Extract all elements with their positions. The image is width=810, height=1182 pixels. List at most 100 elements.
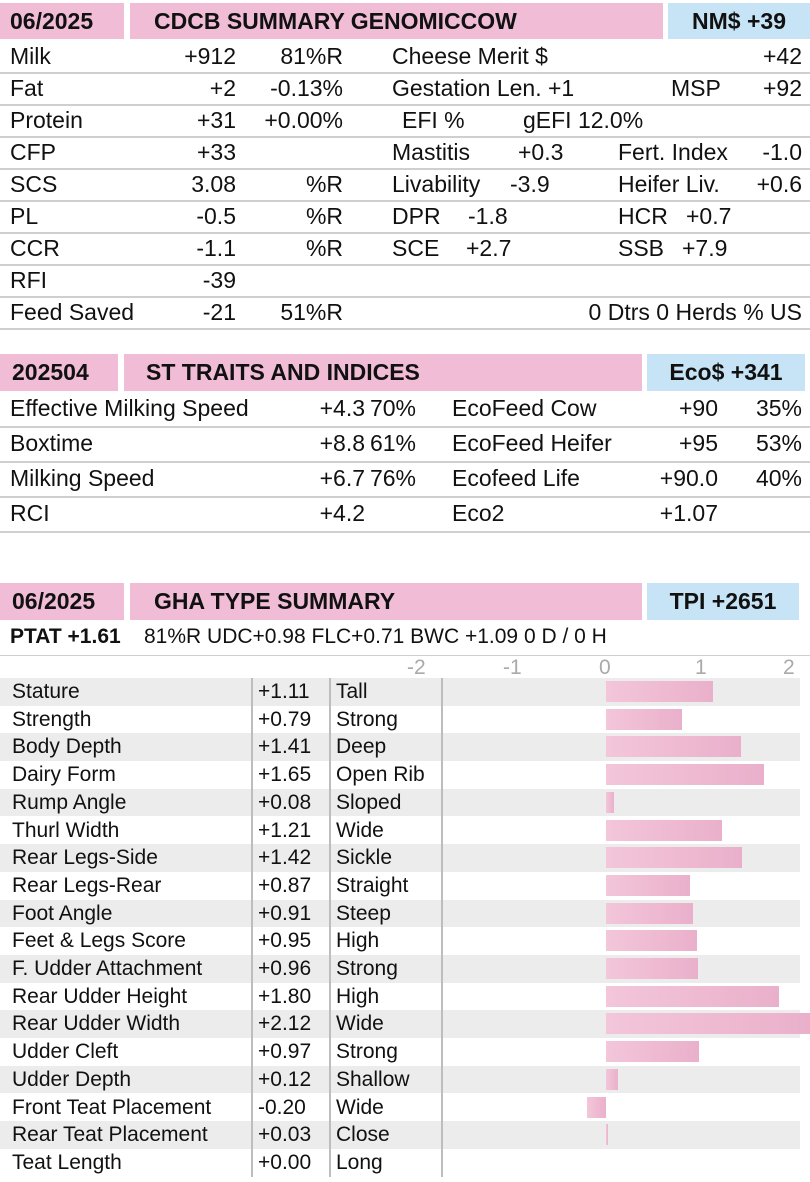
cheese-merit-value: +42 bbox=[762, 43, 802, 69]
trait-name: Rump Angle bbox=[12, 790, 127, 814]
s1-row-label: Feed Saved bbox=[10, 299, 135, 325]
s2-left-label: RCI bbox=[10, 500, 50, 526]
s2-left-value: +8.8 bbox=[319, 430, 365, 456]
section1-date-header: 06/2025 bbox=[0, 3, 124, 39]
s1-row-label: Milk bbox=[10, 43, 51, 69]
trait-descriptor: Steep bbox=[336, 901, 391, 925]
s1-row-value: +912 bbox=[184, 43, 236, 69]
hcr-value: +0.7 bbox=[686, 203, 732, 229]
gefi-value: gEFI 12.0% bbox=[523, 107, 644, 133]
msp-value: +92 bbox=[762, 75, 802, 101]
s1-row-value: -21 bbox=[202, 299, 236, 325]
s2-right-label: EcoFeed Cow bbox=[452, 395, 597, 421]
s2-left-label: Milking Speed bbox=[10, 465, 155, 491]
trait-bar bbox=[606, 736, 742, 758]
s1-row-label: SCS bbox=[10, 171, 58, 197]
fert-index-value: -1.0 bbox=[762, 139, 802, 165]
trait-row: Rear Legs-Side +1.42 Sickle bbox=[0, 844, 800, 872]
s1-row-extra: 51%R bbox=[280, 299, 343, 325]
column-divider bbox=[251, 678, 253, 1177]
trait-descriptor: Straight bbox=[336, 873, 409, 897]
s1-row-label: CCR bbox=[10, 235, 60, 261]
section2-date-header: 202504 bbox=[0, 354, 118, 391]
trait-name: Dairy Form bbox=[12, 763, 116, 787]
trait-value-label: +0.96 bbox=[258, 957, 312, 980]
trait-value-label: +1.41 bbox=[258, 735, 312, 759]
s2-left-extra: 61% bbox=[369, 430, 416, 456]
dpr-value: -1.8 bbox=[468, 203, 508, 229]
section3-divider bbox=[0, 655, 810, 656]
trait-row: Strength +0.79 Strong bbox=[0, 706, 800, 734]
trait-descriptor: Wide bbox=[336, 1012, 384, 1036]
s2-left-value: +4.3 bbox=[319, 395, 365, 421]
trait-descriptor: Long bbox=[336, 1150, 383, 1174]
trait-descriptor: Tall bbox=[336, 680, 368, 703]
trait-value-label: +0.03 bbox=[258, 1123, 312, 1147]
trait-value-label: +0.00 bbox=[258, 1150, 312, 1174]
trait-bar bbox=[606, 902, 694, 924]
section2-score-header: Eco$ +341 bbox=[647, 354, 805, 391]
section1-title-header: CDCB SUMMARY GENOMICCOW bbox=[130, 3, 663, 39]
s2-right-extra: 53% bbox=[755, 430, 802, 456]
heifer-liv-value: +0.6 bbox=[756, 171, 802, 197]
trait-descriptor: Close bbox=[336, 1123, 390, 1147]
s1-row-value: 3.08 bbox=[191, 171, 236, 197]
trait-name: Rear Legs-Side bbox=[12, 846, 158, 870]
trait-value-label: +1.42 bbox=[258, 846, 312, 870]
hcr-label: HCR bbox=[618, 203, 668, 229]
trait-bar bbox=[606, 985, 779, 1007]
trait-row: Teat Length +0.00 Long bbox=[0, 1149, 800, 1177]
trait-name: F. Udder Attachment bbox=[12, 957, 203, 980]
axis-tick-label: 2 bbox=[783, 656, 795, 679]
trait-bar bbox=[606, 1124, 608, 1146]
trait-bar bbox=[606, 764, 765, 786]
sce-value: +2.7 bbox=[466, 235, 512, 261]
s2-right-value: +1.07 bbox=[659, 500, 718, 526]
trait-value-label: +1.11 bbox=[258, 680, 310, 703]
livability-label: Livability bbox=[392, 171, 481, 197]
axis-tick-label: -2 bbox=[407, 656, 426, 679]
trait-bar bbox=[606, 681, 713, 702]
s1-row-label: PL bbox=[10, 203, 39, 229]
trait-descriptor: High bbox=[336, 984, 380, 1008]
s2-right-value: +95 bbox=[678, 430, 718, 456]
trait-value-label: +1.21 bbox=[258, 818, 312, 842]
livability-value: -3.9 bbox=[510, 171, 550, 197]
row-divider bbox=[0, 496, 810, 498]
trait-bar bbox=[606, 708, 682, 730]
trait-name: Udder Cleft bbox=[12, 1040, 119, 1064]
row-divider bbox=[0, 531, 810, 533]
trait-name: Rear Udder Width bbox=[12, 1012, 181, 1036]
trait-value-label: +0.91 bbox=[258, 901, 312, 925]
trait-row: Body Depth +1.41 Deep bbox=[0, 733, 800, 762]
s2-left-extra: 70% bbox=[369, 395, 416, 421]
type-summary-line: 81%R UDC+0.98 FLC+0.71 BWC +1.09 0 D / 0… bbox=[144, 625, 607, 648]
s2-right-label: EcoFeed Heifer bbox=[452, 430, 612, 456]
trait-name: Thurl Width bbox=[12, 818, 120, 842]
trait-bar bbox=[606, 819, 723, 841]
trait-value-label: +2.12 bbox=[258, 1012, 312, 1036]
s1-row-value: +31 bbox=[196, 107, 236, 133]
trait-bar bbox=[606, 791, 614, 813]
row-divider bbox=[0, 264, 810, 266]
s2-right-label: Ecofeed Life bbox=[452, 465, 580, 491]
mastitis-value: +0.3 bbox=[518, 139, 564, 165]
trait-bar bbox=[606, 847, 743, 869]
section3-title-header: GHA TYPE SUMMARY bbox=[130, 583, 642, 620]
s1-row-label: RFI bbox=[10, 267, 48, 293]
s2-right-extra: 35% bbox=[755, 395, 802, 421]
s2-left-value: +4.2 bbox=[319, 500, 365, 526]
row-divider bbox=[0, 104, 810, 106]
trait-row: Foot Angle +0.91 Steep bbox=[0, 899, 800, 928]
trait-value-label: +1.80 bbox=[258, 984, 312, 1008]
trait-name: Front Teat Placement bbox=[12, 1095, 212, 1119]
trait-value-label: +0.95 bbox=[258, 929, 312, 953]
trait-descriptor: Sloped bbox=[336, 790, 402, 814]
trait-value-label: -0.20 bbox=[258, 1095, 306, 1119]
trait-row: Rear Teat Placement +0.03 Close bbox=[0, 1121, 800, 1149]
trait-descriptor: Strong bbox=[336, 1040, 398, 1064]
mastitis-label: Mastitis bbox=[392, 139, 470, 165]
trait-value-label: +0.12 bbox=[258, 1067, 312, 1091]
trait-descriptor: High bbox=[336, 929, 380, 953]
s1-row-label: Fat bbox=[10, 75, 44, 101]
